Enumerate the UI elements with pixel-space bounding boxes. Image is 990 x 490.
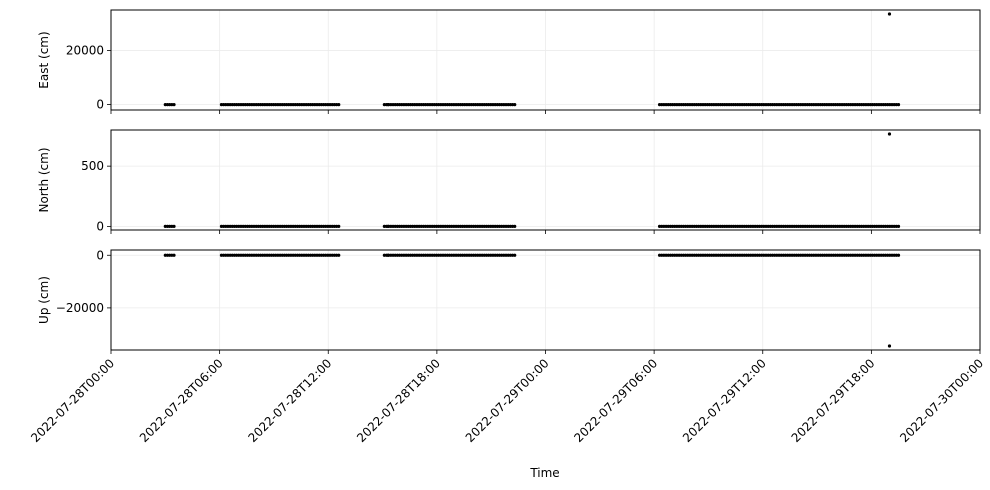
y-axis-label: East (cm): [37, 31, 51, 88]
x-tick-label: 2022-07-28T06:00: [137, 356, 226, 445]
data-point: [386, 224, 390, 228]
data-point: [896, 224, 901, 228]
outlier-point: [887, 344, 892, 348]
panel-1: 0 20000 East (cm): [37, 9, 981, 114]
y-tick-label: 20000: [66, 44, 104, 58]
y-axis-label: North (cm): [37, 147, 51, 212]
data-point: [337, 224, 341, 228]
x-tick-label: 2022-07-28T12:00: [246, 356, 335, 445]
data-point: [513, 102, 517, 107]
data-point: [172, 253, 176, 257]
x-axis-label: Time: [529, 466, 559, 480]
data-point: [172, 224, 176, 228]
y-tick-label: 0: [96, 219, 104, 233]
y-tick-label: 500: [81, 159, 104, 173]
y-axis-label: Up (cm): [37, 276, 51, 324]
y-tick-label: 0: [96, 98, 104, 112]
data-point: [896, 253, 901, 257]
data-point: [386, 102, 390, 107]
data-point: [337, 253, 341, 257]
panel-3: 0 −20000 Up (cm): [37, 248, 981, 354]
y-tick-label: 0: [96, 248, 104, 262]
x-tick-label: 2022-07-29T06:00: [571, 356, 660, 445]
x-tick-label: 2022-07-29T12:00: [680, 356, 769, 445]
x-tick-label: 2022-07-28T00:00: [28, 356, 117, 445]
data-point: [513, 224, 517, 228]
y-tick-label: −20000: [56, 301, 104, 315]
x-tick-label: 2022-07-29T00:00: [463, 356, 552, 445]
data-point: [896, 102, 901, 107]
outlier-point: [887, 12, 892, 16]
x-tick-label: 2022-07-30T00:00: [897, 356, 986, 445]
outlier-point: [887, 132, 892, 136]
x-tick-label: 2022-07-29T18:00: [789, 356, 878, 445]
data-point: [513, 253, 517, 257]
x-tick-label: 2022-07-28T18:00: [354, 356, 443, 445]
data-point: [337, 102, 341, 107]
data-point: [172, 102, 176, 107]
data-point: [386, 253, 390, 257]
panel-2: 0 500 North (cm): [37, 129, 981, 234]
